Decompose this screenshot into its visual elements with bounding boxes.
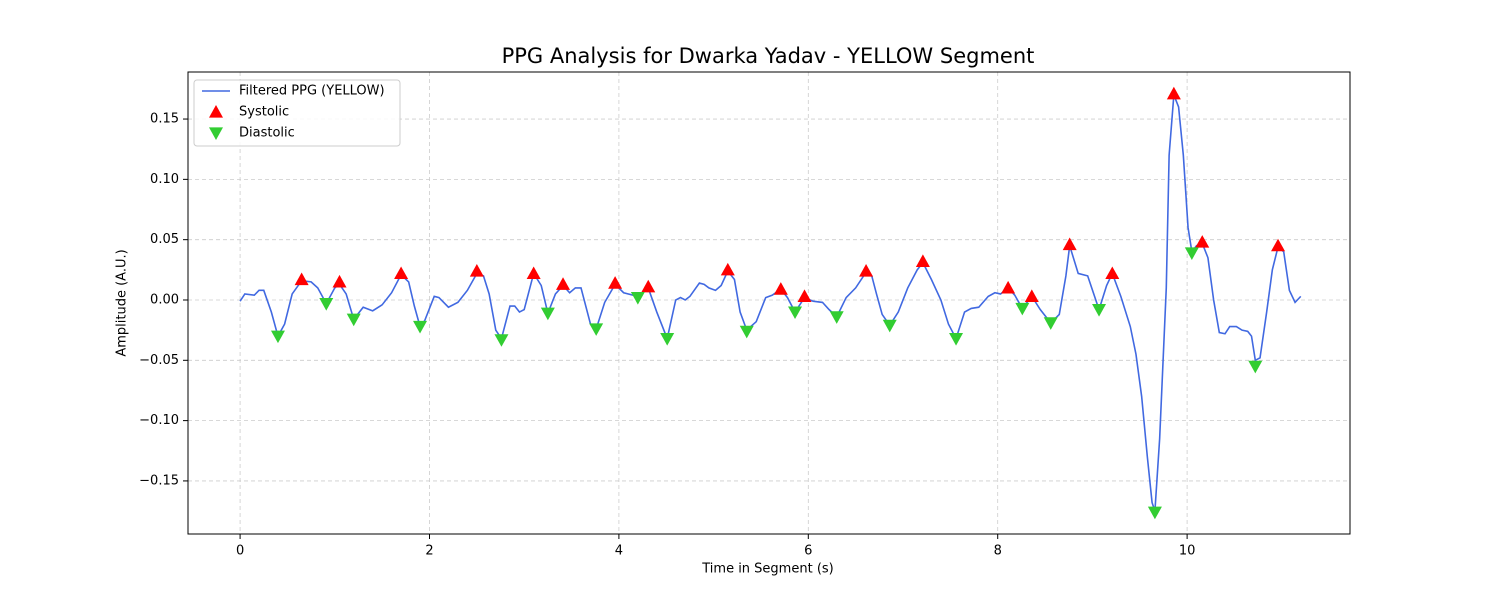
systolic-marker (641, 279, 656, 293)
diastolic-marker (630, 291, 645, 305)
diastolic-marker (1248, 360, 1263, 374)
x-tick-label: 4 (615, 544, 623, 559)
legend-label: Diastolic (239, 126, 295, 141)
systolic-marker (1105, 266, 1120, 280)
systolic-marker (1195, 235, 1210, 248)
diastolic-marker (319, 298, 334, 311)
diastolic-marker (589, 323, 604, 336)
diastolic-marker (829, 311, 844, 324)
legend-label: Filtered PPG (YELLOW) (239, 84, 385, 99)
systolic-marker (1062, 237, 1077, 251)
systolic-marker (1024, 289, 1039, 302)
systolic-marker (915, 254, 930, 267)
y-tick-label: 0.05 (150, 232, 179, 247)
y-tick-label: 0.15 (150, 112, 179, 127)
systolic-marker (469, 264, 484, 277)
systolic-marker (797, 289, 812, 302)
diastolic-marker (1147, 506, 1162, 520)
diastolic-marker (1015, 302, 1030, 316)
diastolic-marker (882, 319, 897, 333)
systolic-marker (1271, 238, 1286, 252)
x-tick-label: 6 (804, 544, 812, 559)
diastolic-marker (1184, 247, 1199, 260)
diastolic-marker (346, 313, 361, 327)
systolic-marker (1166, 86, 1181, 100)
x-tick-label: 0 (236, 544, 244, 559)
legend-label: Systolic (239, 105, 289, 120)
systolic-marker (332, 274, 347, 288)
diastolic-marker (1043, 317, 1058, 330)
diastolic-marker (739, 325, 754, 339)
y-tick-label: −0.15 (139, 473, 179, 488)
legend: Filtered PPG (YELLOW) Systolic Diastolic (193, 79, 401, 147)
diastolic-marker (413, 320, 428, 334)
diastolic-marker (660, 332, 675, 346)
systolic-marker (608, 276, 623, 289)
ppg-line (239, 94, 1302, 512)
diastolic-marker (1092, 304, 1107, 317)
y-tick-label: 0.10 (150, 172, 179, 187)
systolic-marker (556, 277, 571, 290)
legend-box (193, 79, 401, 147)
systolic-marker (526, 266, 541, 280)
x-tick-label: 2 (425, 544, 433, 559)
y-tick-label: −0.05 (139, 353, 179, 368)
systolic-marker (394, 266, 409, 280)
x-tick-label: 10 (1179, 544, 1196, 559)
legend-swatch (209, 105, 223, 118)
systolic-marker (773, 282, 788, 295)
x-tick-label: 8 (994, 544, 1002, 559)
x-axis-label: Time in Segment (s) (701, 562, 833, 577)
diastolic-marker (949, 332, 964, 346)
plot-frame (187, 71, 1351, 535)
y-tick-label: 0.00 (150, 292, 179, 307)
systolic-marker (720, 262, 735, 276)
chart-title: PPG Analysis for Dwarka Yadav - YELLOW S… (502, 44, 1035, 68)
y-tick-label: −0.10 (139, 413, 179, 428)
systolic-marker (1001, 280, 1016, 294)
systolic-marker (294, 272, 309, 286)
legend-swatch (209, 127, 223, 140)
systolic-marker (859, 264, 874, 277)
diastolic-marker (540, 307, 555, 321)
diastolic-marker (788, 306, 803, 320)
y-axis-label: Amplitude (A.U.) (115, 249, 130, 356)
diastolic-marker (494, 334, 509, 347)
diastolic-marker (270, 330, 285, 344)
